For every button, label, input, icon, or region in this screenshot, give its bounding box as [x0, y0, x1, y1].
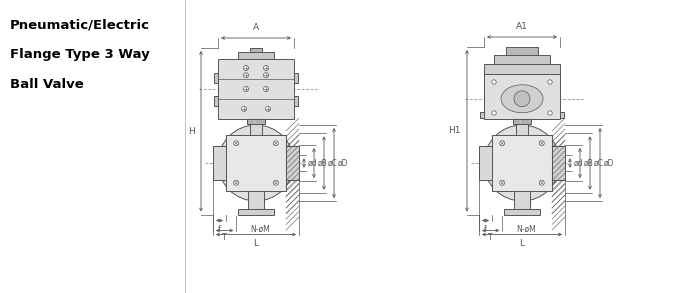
- Text: øC: øC: [328, 159, 338, 168]
- Text: H1: H1: [449, 126, 461, 135]
- Bar: [492, 135, 552, 191]
- Text: ød: ød: [574, 159, 583, 168]
- Bar: [506, 47, 538, 55]
- Circle shape: [249, 156, 263, 170]
- Bar: [516, 119, 528, 135]
- Circle shape: [242, 149, 270, 177]
- Bar: [286, 146, 299, 180]
- Bar: [213, 146, 226, 180]
- Circle shape: [243, 66, 248, 71]
- Bar: [552, 146, 565, 180]
- Bar: [494, 55, 550, 64]
- Bar: [214, 73, 298, 83]
- Circle shape: [243, 73, 248, 78]
- Circle shape: [264, 66, 269, 71]
- Text: A: A: [253, 23, 259, 32]
- Circle shape: [548, 80, 552, 84]
- Bar: [250, 48, 262, 52]
- Text: N-øM: N-øM: [250, 224, 270, 234]
- Text: ød: ød: [308, 159, 318, 168]
- Text: Pneumatic/Electric: Pneumatic/Electric: [10, 18, 150, 31]
- Bar: [238, 52, 274, 59]
- Bar: [513, 119, 531, 124]
- Text: L: L: [254, 239, 258, 248]
- Text: Flange Type 3 Way: Flange Type 3 Way: [10, 48, 150, 61]
- Bar: [213, 146, 226, 180]
- Bar: [226, 135, 286, 191]
- Text: T: T: [222, 234, 227, 243]
- Text: A1: A1: [516, 22, 528, 31]
- Bar: [214, 96, 298, 106]
- Circle shape: [492, 111, 496, 115]
- Bar: [552, 146, 565, 180]
- Ellipse shape: [501, 85, 543, 113]
- Bar: [484, 64, 560, 74]
- Text: øB: øB: [584, 159, 594, 168]
- Circle shape: [234, 141, 239, 146]
- Circle shape: [539, 141, 544, 146]
- Text: øD: øD: [338, 159, 348, 168]
- Bar: [484, 74, 560, 119]
- Bar: [247, 119, 265, 124]
- Circle shape: [218, 125, 294, 201]
- Circle shape: [264, 73, 269, 78]
- Bar: [479, 146, 492, 180]
- Circle shape: [539, 180, 544, 185]
- Text: f: f: [484, 224, 487, 234]
- Circle shape: [264, 86, 269, 91]
- Bar: [248, 191, 264, 209]
- Circle shape: [492, 80, 496, 84]
- Circle shape: [514, 91, 530, 107]
- Circle shape: [508, 149, 536, 177]
- Circle shape: [265, 106, 271, 111]
- Circle shape: [548, 111, 552, 115]
- Bar: [226, 135, 286, 191]
- Bar: [504, 209, 540, 214]
- Text: øD: øD: [604, 159, 615, 168]
- Text: Ball Valve: Ball Valve: [10, 78, 84, 91]
- Bar: [286, 146, 299, 180]
- Bar: [250, 119, 262, 135]
- Circle shape: [273, 180, 278, 185]
- Text: N-øM: N-øM: [516, 224, 536, 234]
- Text: øB: øB: [318, 159, 328, 168]
- Bar: [514, 191, 530, 209]
- Bar: [492, 135, 552, 191]
- Bar: [238, 209, 274, 214]
- Bar: [218, 59, 294, 119]
- Text: øC: øC: [594, 159, 604, 168]
- Bar: [480, 112, 564, 118]
- Circle shape: [515, 156, 529, 170]
- Text: f: f: [218, 224, 221, 234]
- Circle shape: [500, 180, 505, 185]
- Text: H: H: [188, 127, 195, 136]
- Circle shape: [273, 141, 278, 146]
- Circle shape: [243, 86, 248, 91]
- Circle shape: [484, 125, 560, 201]
- Circle shape: [500, 141, 505, 146]
- Circle shape: [241, 106, 246, 111]
- Text: L: L: [520, 239, 524, 248]
- Circle shape: [234, 180, 239, 185]
- Bar: [479, 146, 492, 180]
- Text: T: T: [488, 234, 493, 243]
